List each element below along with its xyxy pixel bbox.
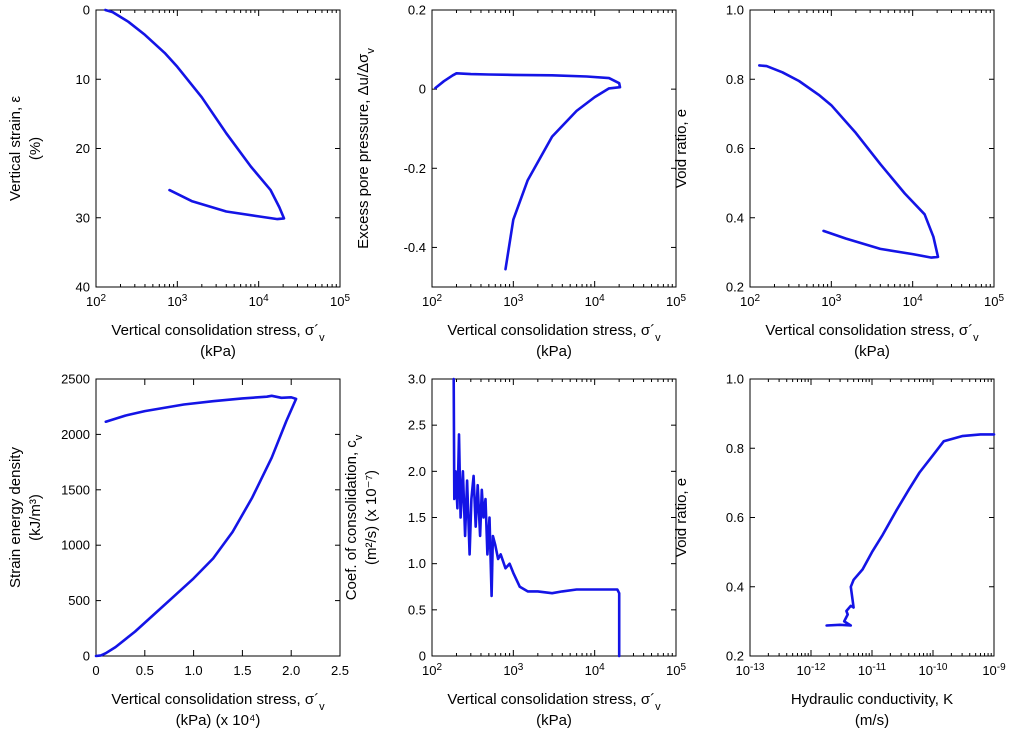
x-axis-label: (kPa) [854,343,890,360]
x-tick-label: 104 [903,293,923,310]
y-tick-label: 2000 [61,427,90,442]
x-tick-label: 102 [422,662,442,679]
x-axis-label: (kPa) (x 10⁴) [176,712,261,729]
x-axis-label: (m/s) [855,712,889,729]
y-tick-label: 2.0 [408,464,426,479]
x-tick-label: 104 [585,662,605,679]
y-axis-label: Vertical strain, ε [7,96,24,201]
x-tick-label: 10-10 [919,662,948,679]
x-axis-label: Vertical consolidation stress, σ´v [111,322,325,344]
y-tick-label: -0.2 [404,161,426,176]
data-series-line [452,377,621,658]
y-tick-label: 0 [419,649,426,664]
y-tick-label: 0 [83,3,90,18]
x-axis-label: (kPa) [200,343,236,360]
y-tick-label: 1500 [61,482,90,497]
data-series-line [758,64,940,259]
plot-frame [431,9,677,288]
y-tick-label: 0.2 [726,649,744,664]
chart-panel-3: 0.2 0.4 0.6 0.8 1.0 102 103 104 105 Vertical cons… [673,3,1004,361]
x-tick-label: 104 [249,293,269,310]
y-axis-label: (m²/s) (x 10⁻⁷) [363,470,380,565]
x-axis-label: Vertical consolidation stress, σ´v [447,322,661,344]
x-axis-label: (kPa) [536,343,572,360]
y-tick-label: 2500 [61,372,90,387]
chart-panel-5: 0 0.5 1.0 1.5 2.0 2.5 3.0 102 103 104 105 Vertical … [343,372,686,730]
y-tick-label: -0.4 [404,240,426,255]
x-tick-label: 105 [984,293,1004,310]
x-axis-label: (kPa) [536,712,572,729]
x-axis-label: Vertical consolidation stress, σ´v [111,691,325,713]
y-tick-label: 40 [76,280,90,295]
y-axis-label: Coef. of consolidation, cv [343,434,365,600]
data-series-line [434,72,622,271]
x-tick-label: 102 [422,293,442,310]
chart-panel-2: 0.2 0 -0.2 -0.4 102 103 104 105 Vertical consoli… [355,3,686,361]
x-tick-label: 105 [666,662,686,679]
x-axis-label: Vertical consolidation stress, σ´v [447,691,661,713]
x-tick-label: 2.0 [282,663,300,678]
x-tick-label: 102 [740,293,760,310]
y-tick-label: 0.4 [726,210,744,225]
y-tick-label: 30 [76,210,90,225]
x-tick-label: 10-13 [736,662,765,679]
y-tick-label: 10 [76,72,90,87]
y-tick-label: 0.8 [726,441,744,456]
x-tick-label: 1.5 [233,663,251,678]
y-tick-label: 2.5 [408,418,426,433]
x-tick-label: 1.0 [185,663,203,678]
y-axis-label: (%) [27,137,44,160]
y-tick-label: 1.0 [408,556,426,571]
x-tick-label: 103 [821,293,841,310]
x-tick-label: 104 [585,293,605,310]
x-axis-label: Hydraulic conductivity, K [791,691,953,708]
y-tick-label: 0.6 [726,141,744,156]
x-tick-label: 10-12 [797,662,826,679]
y-tick-label: 0 [83,649,90,664]
y-tick-label: 20 [76,141,90,156]
y-tick-label: 0.8 [726,72,744,87]
data-series-line [825,433,996,627]
y-axis-label: Void ratio, e [673,478,690,557]
y-tick-label: 0.2 [408,3,426,18]
x-tick-label: 103 [167,293,187,310]
x-tick-label: 105 [666,293,686,310]
y-axis-label: (kJ/m³) [27,494,44,541]
y-tick-label: 1.0 [726,3,744,18]
y-tick-label: 3.0 [408,372,426,387]
y-tick-label: 500 [68,593,90,608]
data-series-line [104,8,286,221]
y-axis-label: Excess pore pressure, Δu/Δσv [355,48,377,249]
chart-panel-6: 0.2 0.4 0.6 0.8 1.0 10-13 10-12 10-11 10-10 10-9 H… [673,372,1006,730]
x-tick-label: 10-9 [982,662,1006,679]
x-tick-label: 102 [86,293,106,310]
y-tick-label: 1.0 [726,372,744,387]
y-axis-label: Void ratio, e [673,109,690,188]
y-tick-label: 0.4 [726,579,744,594]
y-tick-label: 1.5 [408,510,426,525]
x-tick-label: 0.5 [136,663,154,678]
x-axis-label: Vertical consolidation stress, σ´v [765,322,979,344]
y-tick-label: 1000 [61,538,90,553]
x-tick-label: 103 [503,662,523,679]
chart-panel-4: 0 500 1000 1500 2000 2500 0 0.5 1.0 1.5 2.0 2.5 Vert… [7,372,349,730]
x-tick-label: 103 [503,293,523,310]
x-tick-label: 2.5 [331,663,349,678]
plot-frame [749,378,995,657]
x-tick-label: 10-11 [858,662,887,679]
x-tick-label: 105 [330,293,350,310]
y-tick-label: 0.5 [408,602,426,617]
data-series-line [94,394,298,658]
y-axis-label: Strain energy density [7,447,24,588]
plot-frame [95,9,341,288]
y-tick-label: 0.6 [726,510,744,525]
y-tick-label: 0.2 [726,280,744,295]
x-tick-label: 0 [92,663,99,678]
plot-frame [95,378,341,657]
y-tick-label: 0 [419,82,426,97]
